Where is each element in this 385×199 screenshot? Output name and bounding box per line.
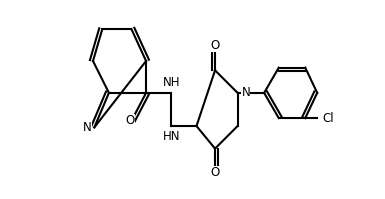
Text: N: N	[241, 86, 250, 99]
Text: HN: HN	[162, 130, 180, 143]
Text: O: O	[211, 166, 220, 179]
Text: N: N	[83, 121, 92, 134]
Text: O: O	[211, 39, 220, 52]
Text: NH: NH	[162, 76, 180, 89]
Text: O: O	[126, 114, 135, 127]
Text: Cl: Cl	[323, 112, 334, 125]
